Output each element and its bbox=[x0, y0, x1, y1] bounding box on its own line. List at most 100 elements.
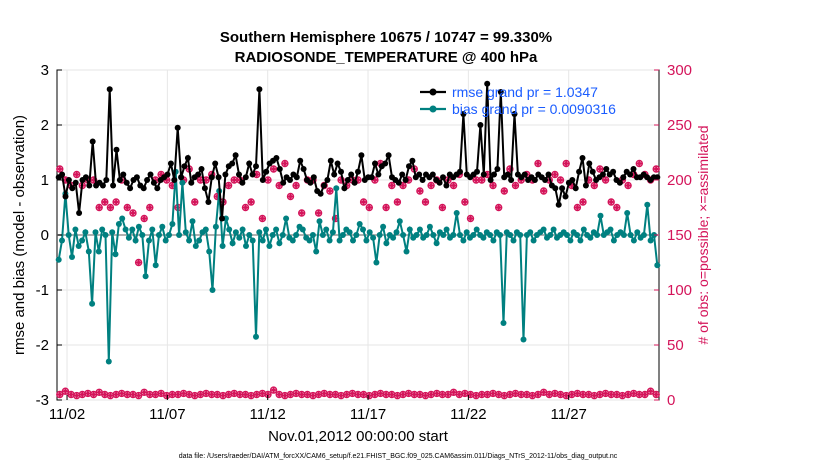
obs-lower-assimilated bbox=[287, 391, 294, 398]
rmse-point bbox=[276, 166, 283, 172]
bias-point bbox=[627, 232, 634, 238]
rmse-point bbox=[338, 168, 344, 175]
obs-lower-assimilated bbox=[202, 389, 210, 397]
obs-lower-assimilated bbox=[647, 387, 655, 395]
rmse-point bbox=[106, 86, 113, 93]
rmse-point bbox=[399, 171, 406, 178]
obs-lower-assimilated bbox=[405, 389, 413, 397]
obs-upper-assimilated bbox=[495, 204, 503, 211]
rmse-point bbox=[334, 160, 341, 167]
rmse-point bbox=[287, 177, 293, 183]
rmse-point bbox=[344, 177, 351, 183]
obs-upper-assimilated bbox=[540, 187, 548, 195]
obs-lower-assimilated bbox=[523, 391, 531, 398]
bias-point bbox=[540, 226, 547, 233]
obs-lower-assimilated bbox=[208, 391, 216, 398]
rmse-point bbox=[89, 138, 96, 145]
obs-lower-assimilated bbox=[157, 389, 165, 397]
bias-point bbox=[119, 215, 126, 222]
obs-lower-assimilated bbox=[95, 388, 103, 396]
obs-lower-assimilated bbox=[354, 391, 362, 398]
rmse-point bbox=[181, 163, 188, 170]
bias-point bbox=[580, 226, 587, 233]
obs-lower-assimilated bbox=[236, 391, 244, 398]
rmse-point bbox=[62, 193, 69, 200]
rmse-point bbox=[395, 179, 402, 186]
rmse-point bbox=[559, 185, 566, 192]
x-tick-label: 11/07 bbox=[149, 406, 185, 423]
bias-point bbox=[440, 232, 447, 238]
obs-lower-assimilated bbox=[191, 392, 199, 400]
obs-upper-assimilated bbox=[489, 182, 497, 189]
obs-lower-assimilated bbox=[635, 391, 643, 398]
obs-upper-assimilated bbox=[393, 198, 401, 206]
obs-lower-assimilated bbox=[393, 392, 401, 400]
obs-upper-assimilated bbox=[579, 198, 587, 206]
obs-lower-assimilated bbox=[545, 391, 553, 398]
obs-upper-assimilated bbox=[630, 171, 638, 178]
rmse-point bbox=[280, 179, 287, 186]
bias-point bbox=[594, 232, 601, 238]
obs-lower-assimilated bbox=[438, 391, 446, 398]
rmse-point bbox=[358, 152, 365, 159]
bias-point bbox=[236, 234, 243, 241]
rmse-point bbox=[246, 160, 253, 167]
obs-lower-assimilated bbox=[562, 392, 570, 400]
obs-lower-assimilated bbox=[275, 391, 283, 398]
rmse-point bbox=[552, 185, 559, 192]
x-axis-ticks: 11/02 11/07 11/12 11/17 11/22 11/27 bbox=[49, 395, 587, 423]
rmse-point bbox=[253, 163, 259, 170]
obs-upper-assimilated bbox=[365, 204, 373, 211]
obs-upper-assimilated bbox=[61, 176, 69, 184]
rmse-point bbox=[416, 171, 423, 178]
obs-lower-assimilated bbox=[326, 391, 334, 398]
obs-lower-assimilated bbox=[596, 391, 604, 398]
rmse-point bbox=[603, 166, 610, 172]
bias-point bbox=[510, 237, 517, 244]
y-left-tick-label: -3 bbox=[36, 392, 49, 409]
obs-upper-assimilated bbox=[95, 204, 103, 211]
bias-point bbox=[169, 221, 176, 227]
obs-lower-assimilated bbox=[225, 391, 233, 398]
obs-lower-assimilated bbox=[270, 386, 278, 394]
legend-bias-marker bbox=[429, 105, 437, 113]
obs-upper-assimilated bbox=[230, 176, 238, 184]
rmse-point bbox=[382, 160, 389, 167]
bias-point bbox=[336, 237, 343, 244]
obs-upper-assimilated bbox=[135, 259, 143, 266]
rmse-point bbox=[127, 185, 134, 192]
rmse-point bbox=[616, 179, 623, 186]
obs-lower-assimilated bbox=[512, 389, 519, 397]
rmse-point bbox=[201, 185, 208, 192]
obs-lower-assimilated bbox=[433, 389, 441, 397]
y-axis-left-ticks: -3 -2 -1 0 1 2 3 bbox=[36, 62, 62, 409]
rmse-point bbox=[188, 179, 195, 186]
obs-upper-assimilated bbox=[253, 171, 261, 178]
bias-point bbox=[463, 229, 470, 236]
bias-point bbox=[206, 248, 213, 255]
rmse-point bbox=[582, 182, 589, 189]
rmse-point bbox=[208, 174, 215, 181]
obs-upper-assimilated bbox=[270, 165, 278, 173]
bias-point bbox=[75, 243, 82, 249]
rmse-point bbox=[232, 152, 239, 159]
bias-point bbox=[186, 237, 193, 244]
obs-lower-assimilated bbox=[298, 391, 306, 398]
rmse-point bbox=[545, 171, 552, 178]
bias-point bbox=[634, 229, 641, 236]
rmse-point bbox=[103, 177, 110, 183]
bias-point bbox=[189, 218, 196, 225]
obs-upper-assimilated bbox=[613, 204, 621, 211]
rmse-point bbox=[569, 177, 576, 183]
bias-point bbox=[473, 226, 480, 233]
obs-lower-assimilated bbox=[444, 391, 452, 398]
bias-point bbox=[460, 237, 467, 244]
bias-point bbox=[620, 232, 627, 238]
rmse-point bbox=[368, 174, 375, 181]
rmse-point bbox=[324, 177, 331, 183]
rmse-point bbox=[215, 174, 222, 181]
obs-upper-assimilated bbox=[534, 160, 542, 167]
bias-point bbox=[373, 259, 380, 266]
bias-point bbox=[69, 254, 75, 260]
bias-point bbox=[55, 256, 62, 263]
